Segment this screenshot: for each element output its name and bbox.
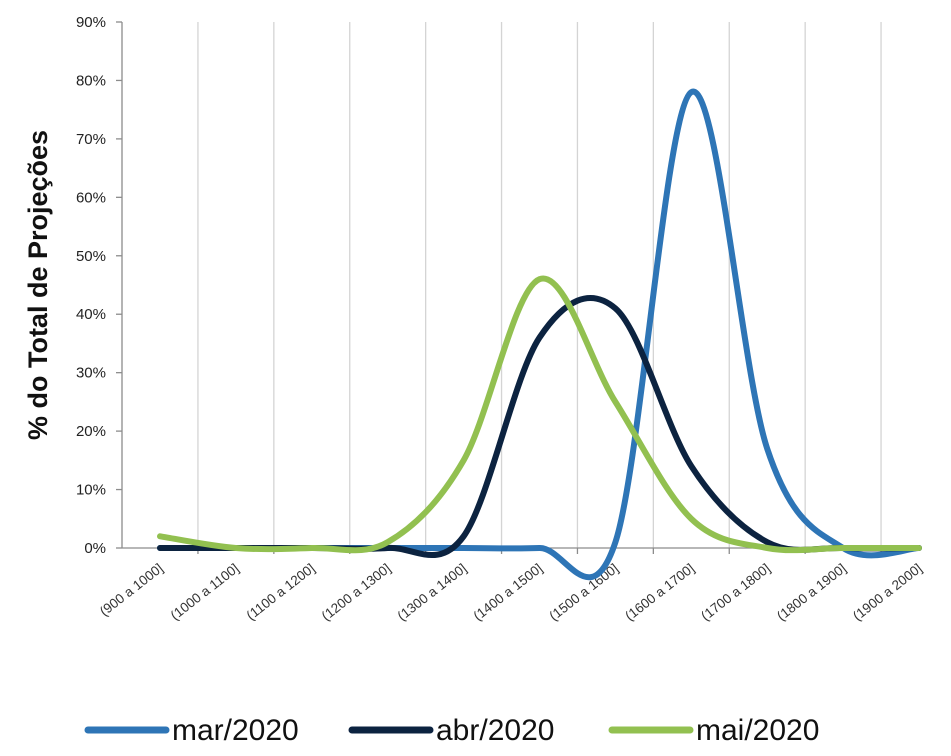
y-axis-ticks: 0% 10% 20% 30% 40% 50% 60% 70% 80% 90% [76, 14, 122, 557]
y-tick-label: 60% [76, 189, 106, 206]
x-tick-label: (1000 a 1100] [168, 561, 242, 624]
axes [121, 22, 920, 549]
x-tick-label: (1300 a 1400] [395, 561, 470, 624]
x-tick-label: (1900 a 2000] [850, 561, 925, 624]
y-tick-label: 30% [76, 365, 106, 382]
x-tick-label: (1200 a 1300] [319, 561, 394, 624]
y-tick-label: 50% [76, 248, 106, 265]
y-tick-label: 20% [76, 423, 106, 440]
y-tick-label: 10% [76, 482, 106, 499]
x-axis-ticks: (900 a 1000] (1000 a 1100] (1100 a 1200] (1… [97, 548, 925, 624]
x-tick-label: (1100 a 1200] [244, 561, 318, 624]
x-tick-label: (1800 a 1900] [774, 561, 849, 624]
legend-label: mai/2020 [696, 714, 819, 747]
y-tick-label: 40% [76, 306, 106, 323]
y-axis-label: % do Total de Projeções [23, 130, 53, 440]
x-tick-label: (1400 a 1500] [470, 561, 545, 624]
series-lines [157, 88, 922, 581]
x-tick-label: (1700 a 1800] [698, 561, 773, 624]
legend: mar/2020 abr/2020 mai/2020 [84, 714, 819, 747]
y-tick-label: 70% [76, 131, 106, 148]
y-tick-label: 80% [76, 72, 106, 89]
legend-label: mar/2020 [172, 714, 299, 747]
series-line-2 [157, 275, 922, 554]
grid [197, 22, 882, 548]
x-tick-label: (1500 a 1600] [546, 561, 621, 624]
y-tick-label: 90% [76, 14, 106, 31]
legend-label: abr/2020 [436, 714, 554, 747]
x-tick-label: (1600 a 1700] [622, 561, 697, 624]
y-tick-label: 0% [84, 540, 106, 557]
x-tick-label: (900 a 1000] [97, 561, 166, 619]
